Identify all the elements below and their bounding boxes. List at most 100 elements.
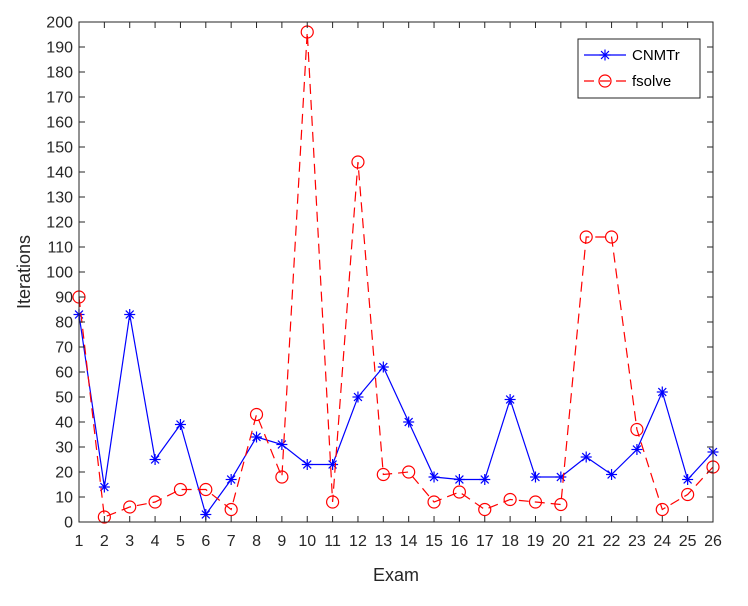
y-tick-label: 50 [55,390,73,407]
series-fsolve [72,25,720,524]
data-point-fsolve [604,230,619,244]
data-point-fsolve [554,497,568,512]
data-point-cnmtr [327,459,339,470]
y-tick-label: 150 [46,140,73,157]
y-tick-label: 120 [46,215,73,232]
data-point-cnmtr [149,454,161,465]
x-tick-label: 17 [476,533,494,550]
y-tick-label: 60 [55,365,73,382]
data-point-fsolve [148,495,162,509]
x-tick-label: 16 [451,533,469,550]
x-tick-label: 9 [277,533,286,550]
y-tick-label: 130 [46,190,73,207]
x-tick-label: 18 [501,533,519,550]
y-tick-label: 170 [46,90,73,107]
data-point-fsolve [123,500,137,514]
y-tick-label: 0 [64,515,73,532]
data-point-fsolve [199,482,213,497]
data-point-cnmtr [124,309,136,320]
x-tick-label: 7 [227,533,236,550]
x-tick-label: 13 [374,533,392,550]
x-axis-label: Exam [373,565,419,585]
y-tick-label: 10 [55,490,73,507]
data-point-fsolve [376,467,390,482]
x-tick-label: 20 [552,533,570,550]
data-point-fsolve [97,510,111,524]
y-tick-label: 40 [55,415,73,432]
data-point-fsolve [326,495,340,509]
legend-label-fsolve: fsolve [632,73,671,90]
y-tick-label: 140 [46,165,73,182]
x-tick-label: 26 [704,533,722,550]
x-tick-label: 6 [201,533,210,550]
y-tick-label: 200 [46,15,73,32]
x-tick-label: 8 [252,533,261,550]
data-point-cnmtr [529,471,541,483]
data-point-cnmtr [200,509,212,520]
legend-marker-fsolve [598,74,612,88]
y-tick-label: 70 [55,340,73,357]
data-point-cnmtr [251,431,263,443]
y-tick-label: 20 [55,465,73,482]
data-point-fsolve [452,485,466,499]
x-tick-label: 15 [425,533,443,550]
legend-label-cnmtr: CNMTr [632,47,680,64]
data-point-fsolve [655,502,669,517]
y-tick-label: 100 [46,265,73,282]
y-tick-label: 180 [46,65,73,82]
y-tick-label: 110 [47,240,73,257]
data-point-fsolve [478,502,492,517]
data-point-fsolve [528,495,543,509]
data-point-fsolve [402,465,416,479]
data-point-cnmtr [606,469,618,480]
x-tick-label: 22 [603,533,621,550]
data-point-fsolve [427,495,441,509]
x-tick-label: 2 [100,533,109,550]
data-point-cnmtr [225,474,237,485]
data-point-fsolve [224,502,238,517]
data-point-cnmtr [301,459,313,470]
x-tick-label: 12 [349,533,367,550]
data-point-cnmtr [504,394,516,405]
data-point-cnmtr [428,471,440,483]
x-tick-label: 14 [400,533,418,550]
data-point-cnmtr [174,419,186,430]
data-point-fsolve [503,492,517,507]
x-tick-label: 23 [628,533,646,550]
legend: CNMTr fsolve [577,38,701,99]
series-line-cnmtr [78,314,714,516]
data-point-fsolve [579,230,593,244]
y-tick-label: 160 [46,115,73,132]
x-tick-label: 10 [298,533,316,550]
data-point-cnmtr [377,361,389,373]
data-point-cnmtr [403,416,415,428]
x-tick-label: 11 [324,533,341,550]
x-tick-label: 3 [125,533,134,550]
data-point-cnmtr [656,386,668,398]
legend-box [577,38,701,99]
data-point-cnmtr [352,391,364,403]
data-point-cnmtr [453,474,465,485]
data-point-cnmtr [479,474,491,485]
y-tick-label: 80 [55,315,73,332]
x-tick-label: 5 [176,533,185,550]
data-point-cnmtr [276,439,288,450]
y-tick-label: 30 [55,440,73,457]
data-point-cnmtr [580,451,592,463]
data-point-cnmtr [98,481,110,493]
data-point-fsolve [275,470,289,484]
x-tick-label: 24 [653,533,671,550]
data-point-fsolve [681,487,695,502]
data-point-fsolve [173,482,188,497]
y-axis-label: Iterations [14,235,34,309]
series-line-fsolve [78,31,714,518]
data-point-cnmtr [631,444,643,455]
x-tick-label: 4 [151,533,160,550]
y-tick-label: 90 [55,290,73,307]
series-layer [72,25,720,524]
x-tick-label: 1 [75,533,84,550]
axes-layer: 1 2 3 4 5 6 7 8 9 10 11 12 13 14 15 16 17 18 19 20 21 22 23 24 2… [46,15,722,551]
data-point-fsolve [630,422,644,437]
data-point-fsolve [351,155,365,169]
